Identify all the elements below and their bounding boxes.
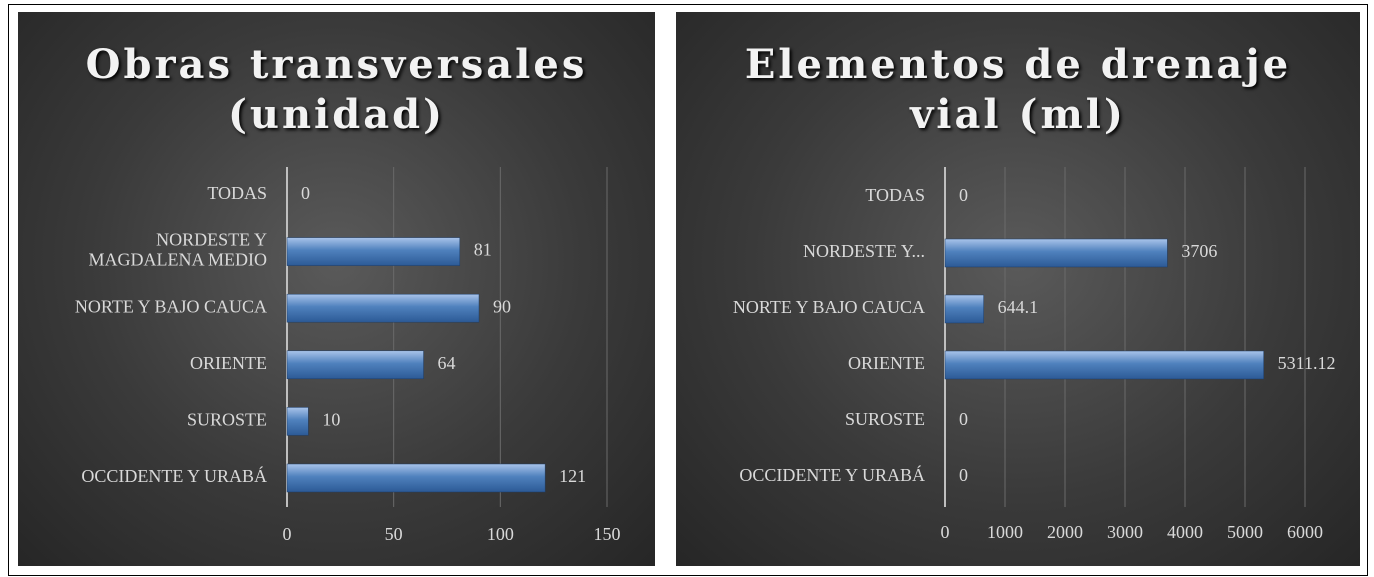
data-label: 0 <box>959 465 968 485</box>
chart-panel: Obras transversales (unidad) 0 50 100 150 TO… <box>18 12 655 566</box>
bar <box>944 350 1264 380</box>
x-tick-label: 1000 <box>987 522 1023 542</box>
y-tick-label: OCCIDENTE Y URABÁ <box>81 465 267 486</box>
data-label: 644.1 <box>998 297 1039 317</box>
y-tick-label: SUROSTE <box>845 409 925 429</box>
y-tick-label: NORDESTE Y... <box>803 241 925 261</box>
x-tick-label: 4000 <box>1167 522 1203 542</box>
data-label: 121 <box>559 466 586 486</box>
y-tick-label: TODAS <box>865 185 925 205</box>
x-tick-label: 100 <box>487 524 514 544</box>
bar <box>286 350 424 380</box>
x-tick-label: 50 <box>385 524 403 544</box>
data-label: 3706 <box>1181 241 1217 261</box>
x-tick-label: 2000 <box>1047 522 1083 542</box>
bar <box>286 407 309 436</box>
y-tick-label: ORIENTE <box>848 353 925 373</box>
data-label: 81 <box>474 240 492 260</box>
y-tick-label: NORDESTE Y MAGDALENA MEDIO <box>89 230 268 270</box>
y-tick-label: ORIENTE <box>190 353 267 373</box>
bar <box>286 463 546 493</box>
bar <box>944 238 1168 268</box>
x-tick-label: 3000 <box>1107 522 1143 542</box>
chart-title: Elementos de drenaje vial (ml) <box>744 41 1292 138</box>
chart: 0 50 100 150 TODAS 0 NORDESTE Y MAGDALENA MEDIO… <box>75 167 621 544</box>
y-tick-label: TODAS <box>207 183 267 203</box>
data-label: 10 <box>322 410 340 430</box>
chart: 0 1000 2000 3000 4000 5000 6000 TODAS 0 NORDESTE … <box>733 167 1336 542</box>
data-label: 90 <box>493 296 511 316</box>
data-label: 5311.12 <box>1278 353 1336 373</box>
chart-title: Obras transversales (unidad) <box>85 41 588 138</box>
y-tick-label: OCCIDENTE Y URABÁ <box>739 464 925 485</box>
bar <box>286 293 480 323</box>
x-tick-label: 150 <box>594 524 621 544</box>
x-tick-label: 0 <box>283 524 292 544</box>
bar <box>944 294 984 324</box>
data-label: 0 <box>959 409 968 429</box>
data-label: 0 <box>301 183 310 203</box>
bar <box>286 237 461 266</box>
y-tick-label: NORTE Y BAJO CAUCA <box>75 296 267 316</box>
chart-panel: Elementos de drenaje vial (ml) 0 1000 2000… <box>676 12 1360 566</box>
x-tick-label: 5000 <box>1227 522 1263 542</box>
x-tick-label: 0 <box>941 522 950 542</box>
data-label: 0 <box>959 185 968 205</box>
x-tick-label: 6000 <box>1287 522 1323 542</box>
y-tick-label: NORTE Y BAJO CAUCA <box>733 297 925 317</box>
y-tick-label: SUROSTE <box>187 410 267 430</box>
frame <box>8 4 1368 576</box>
data-label: 64 <box>438 353 456 373</box>
